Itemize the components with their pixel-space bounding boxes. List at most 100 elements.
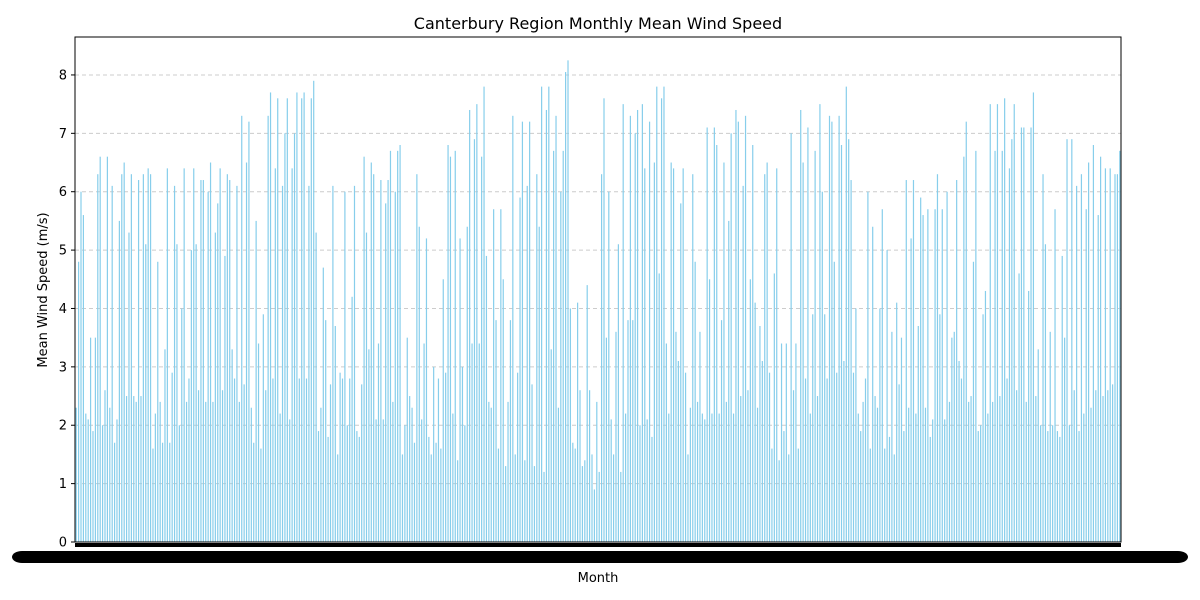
bar bbox=[761, 361, 763, 542]
bar bbox=[541, 86, 543, 543]
bar bbox=[1097, 215, 1099, 542]
bar bbox=[101, 425, 104, 542]
bar bbox=[269, 92, 272, 543]
bar bbox=[1107, 390, 1109, 542]
bar bbox=[207, 191, 209, 542]
bar bbox=[485, 255, 488, 542]
bar bbox=[445, 372, 447, 542]
bar bbox=[982, 314, 984, 542]
bar bbox=[1083, 413, 1085, 542]
bar bbox=[908, 407, 910, 542]
bar bbox=[109, 407, 111, 542]
bar bbox=[224, 255, 226, 542]
bar bbox=[922, 215, 924, 542]
bar bbox=[881, 209, 883, 543]
bar bbox=[164, 349, 166, 542]
bar bbox=[380, 180, 382, 542]
bar bbox=[135, 401, 137, 542]
bar bbox=[267, 115, 269, 542]
bar bbox=[1049, 331, 1051, 542]
bar bbox=[310, 98, 312, 543]
bar bbox=[939, 314, 941, 542]
bar bbox=[377, 343, 380, 542]
bar bbox=[411, 407, 413, 542]
y-axis-label: Mean Wind Speed (m/s) bbox=[36, 212, 51, 367]
bar bbox=[502, 279, 504, 542]
bar bbox=[672, 168, 675, 543]
bar bbox=[277, 98, 279, 543]
bar bbox=[416, 174, 418, 542]
bar bbox=[869, 448, 871, 542]
bar bbox=[421, 419, 423, 542]
bar bbox=[737, 121, 739, 543]
bar bbox=[325, 320, 327, 542]
bar bbox=[953, 331, 955, 542]
bar bbox=[836, 372, 838, 542]
bar bbox=[696, 401, 699, 542]
bar bbox=[831, 121, 833, 543]
bar bbox=[951, 337, 953, 542]
bar bbox=[454, 150, 456, 542]
bar bbox=[956, 180, 958, 542]
bar bbox=[385, 203, 387, 542]
bar bbox=[397, 150, 399, 542]
bar bbox=[469, 109, 471, 542]
bar bbox=[773, 273, 775, 542]
bar bbox=[610, 419, 612, 542]
bar bbox=[1037, 349, 1039, 542]
bar bbox=[1004, 98, 1006, 543]
bar bbox=[536, 174, 538, 542]
bar bbox=[529, 121, 531, 543]
bar bbox=[1064, 337, 1066, 542]
bar bbox=[879, 308, 881, 542]
bar bbox=[946, 191, 948, 542]
bar bbox=[579, 390, 581, 542]
bar bbox=[113, 442, 116, 542]
bar bbox=[279, 413, 281, 542]
bar bbox=[560, 191, 562, 542]
bar bbox=[461, 366, 464, 542]
bar bbox=[459, 238, 461, 543]
bar bbox=[89, 337, 92, 542]
bar bbox=[291, 168, 293, 543]
bar bbox=[572, 442, 574, 542]
bar bbox=[1035, 396, 1037, 542]
bar bbox=[785, 343, 787, 542]
bar bbox=[531, 384, 533, 542]
bar bbox=[687, 454, 689, 542]
bar bbox=[788, 454, 790, 542]
bar bbox=[298, 378, 300, 542]
bar bbox=[629, 115, 631, 542]
bar bbox=[624, 413, 627, 542]
bar bbox=[581, 466, 584, 542]
bar bbox=[370, 162, 372, 542]
bars bbox=[75, 60, 1121, 543]
y-tick-label: 4 bbox=[59, 302, 67, 317]
bar bbox=[337, 454, 339, 542]
bar bbox=[493, 209, 495, 543]
bar bbox=[303, 92, 305, 543]
bar bbox=[1001, 150, 1003, 542]
bar bbox=[648, 121, 651, 543]
bar bbox=[260, 448, 262, 542]
bar bbox=[226, 174, 228, 542]
bar bbox=[977, 431, 979, 542]
bar bbox=[1085, 209, 1087, 543]
bar bbox=[843, 361, 845, 542]
bar bbox=[356, 431, 358, 542]
bar bbox=[1112, 384, 1114, 542]
bar bbox=[898, 384, 900, 542]
bar bbox=[1023, 127, 1025, 543]
bar bbox=[891, 331, 893, 542]
bar bbox=[176, 244, 178, 542]
bar bbox=[274, 168, 276, 543]
bar bbox=[128, 232, 130, 542]
y-tick-label: 3 bbox=[59, 360, 67, 375]
bar bbox=[149, 174, 152, 542]
bar bbox=[677, 361, 679, 542]
bar bbox=[668, 413, 670, 542]
bar bbox=[1020, 127, 1023, 543]
bar bbox=[161, 442, 164, 542]
bar bbox=[322, 267, 324, 542]
